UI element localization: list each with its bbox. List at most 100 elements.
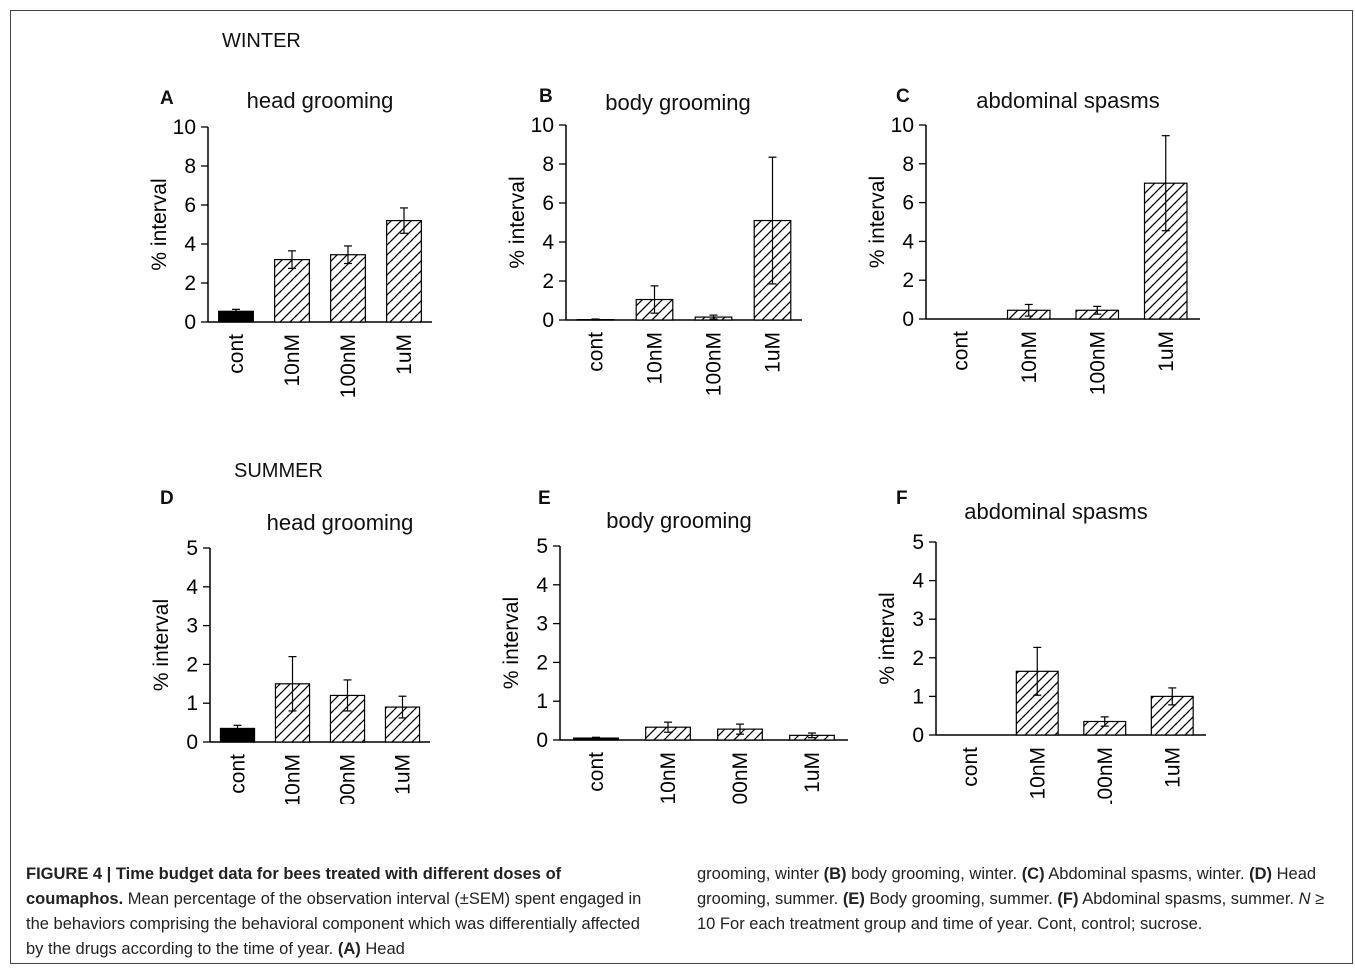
y-tick-label: 8 [542,153,554,176]
y-tick-label: 0 [536,729,548,752]
bar-100nM [330,254,366,323]
panel-label-f: F [896,488,908,509]
y-tick-label: 4 [902,230,914,253]
chart-title-f: abdominal spasms [964,499,1148,524]
bar-10nM [274,259,310,323]
y-tick-label: 4 [536,574,548,597]
caption-n-symbol: N [1298,890,1311,908]
y-tick-label: 4 [184,233,196,256]
x-tick-label: 1uM [762,332,785,373]
caption-panel-b-text: body grooming, winter. [851,865,1018,883]
y-tick-label: 6 [542,192,554,215]
y-tick-label: 5 [186,537,198,560]
caption-panel-a-label: (A) [337,940,361,958]
x-tick-label: 10nM [1018,331,1041,384]
caption-panel-a-cont: grooming, winter [697,865,819,883]
chart-panel-a: A head grooming 0 2 4 6 8 10 % interval cont 10n… [140,82,520,402]
chart-panel-d: D head grooming 0 1 2 3 4 5 % interval cont 10nM… [140,484,520,804]
x-tick-label: 10nM [281,334,304,387]
season-label-winter: WINTER [222,30,301,52]
x-tick-label: cont [227,754,250,794]
caption-panel-f-text: Abdominal spasms, summer. [1082,890,1295,908]
y-tick-label: 8 [902,153,914,176]
y-tick-label: 4 [912,570,924,593]
caption-panel-d-text: Head grooming, summer. [697,865,1317,908]
x-tick-label: 10nM [1026,747,1049,800]
y-tick-label: 10 [173,116,196,139]
caption-panel-d-label: (D) [1249,865,1273,883]
y-tick-label: 2 [912,647,924,670]
y-tick-label: 8 [184,155,196,178]
chart-panel-e: E body grooming 0 1 2 3 4 5 % interval cont 10nM… [490,484,870,804]
chart-svg-e: 0 1 2 3 4 5 % interval cont 10nM 100nM 1uM [500,535,848,804]
y-tick-label: 1 [536,690,548,713]
figure-caption-left: FIGURE 4 | Time budget data for bees tre… [26,862,661,962]
x-tick-label: 100nM [1086,331,1109,395]
x-tick-label: 1uM [801,752,824,793]
x-tick-label: cont [225,334,248,374]
figure-frame [10,10,1353,964]
x-tick-label: 1uM [393,334,416,375]
panel-label-c: C [896,86,910,107]
caption-panel-a-text: Head [365,940,405,958]
panel-label-b: B [539,86,553,107]
chart-panel-c: C abdominal spasms 0 2 4 6 8 10 % interval cont… [856,82,1236,402]
caption-panel-c-label: (C) [1021,865,1045,883]
y-tick-label: 0 [542,309,554,332]
y-tick-label: 2 [186,653,198,676]
y-tick-label: 3 [536,613,548,636]
chart-svg-a: 0 2 4 6 8 10 % interval cont 10nM 100nM 1uM [148,116,432,398]
panel-label-e: E [538,488,551,509]
x-tick-label: 1uM [392,754,415,795]
x-tick-label: cont [585,332,608,372]
chart-title-c: abdominal spasms [976,88,1160,113]
y-tick-label: 10 [531,114,554,137]
chart-title-e: body grooming [606,508,752,533]
caption-panel-b-label: (B) [823,865,847,883]
caption-panel-f-label: (F) [1057,890,1079,908]
x-tick-label: 100nM [729,752,752,804]
x-tick-label: 1uM [1155,331,1178,372]
y-axis-label: % interval [150,599,173,691]
chart-panel-f: F abdominal spasms 0 1 2 3 4 5 % interval cont 1… [856,484,1236,804]
chart-svg-f: 0 1 2 3 4 5 % interval cont 10nM 100nM 1uM [876,531,1206,804]
panel-label-d: D [160,488,174,509]
x-tick-label: 100nM [703,332,726,396]
y-tick-label: 3 [912,608,924,631]
chart-svg-d: 0 1 2 3 4 5 % interval cont 10nM 100nM 1uM [150,537,430,804]
y-tick-label: 6 [184,194,196,217]
y-axis-label: % interval [506,176,529,268]
bar-1uM [386,220,422,323]
y-tick-label: 4 [186,576,198,599]
y-axis-label: % interval [148,178,171,270]
y-axis-label: % interval [500,597,523,689]
caption-n-text: ≥ 10 For each treatment group and time o… [697,890,1325,933]
y-tick-label: 0 [184,311,196,334]
season-label-summer: SUMMER [234,460,323,482]
x-tick-label: 10nM [644,332,667,385]
caption-panel-e-label: (E) [842,890,865,908]
y-axis-label: % interval [876,592,899,684]
x-tick-label: 10nM [657,752,680,804]
y-tick-label: 0 [912,724,924,747]
y-axis-label: % interval [866,176,889,268]
y-tick-label: 10 [891,114,914,137]
y-tick-label: 0 [902,308,914,331]
chart-title-d: head grooming [266,510,414,535]
y-tick-label: 5 [536,535,548,558]
y-tick-label: 2 [542,270,554,293]
y-tick-label: 5 [912,531,924,554]
x-tick-label: cont [959,747,982,787]
panel-label-a: A [160,88,174,109]
x-tick-label: 100nM [337,754,360,804]
y-tick-label: 0 [186,731,198,754]
x-tick-label: 1uM [1161,747,1184,788]
y-tick-label: 2 [184,272,196,295]
y-tick-label: 3 [186,615,198,638]
caption-body-text: Mean percentage of the observation inter… [26,890,642,958]
chart-panel-b: B body grooming 0 2 4 6 8 10 % interval cont 10n… [490,82,870,402]
y-tick-label: 2 [536,651,548,674]
x-tick-label: 10nM [282,754,305,804]
chart-title-a: head grooming [246,88,394,113]
caption-panel-e-text: Body grooming, summer. [869,890,1053,908]
